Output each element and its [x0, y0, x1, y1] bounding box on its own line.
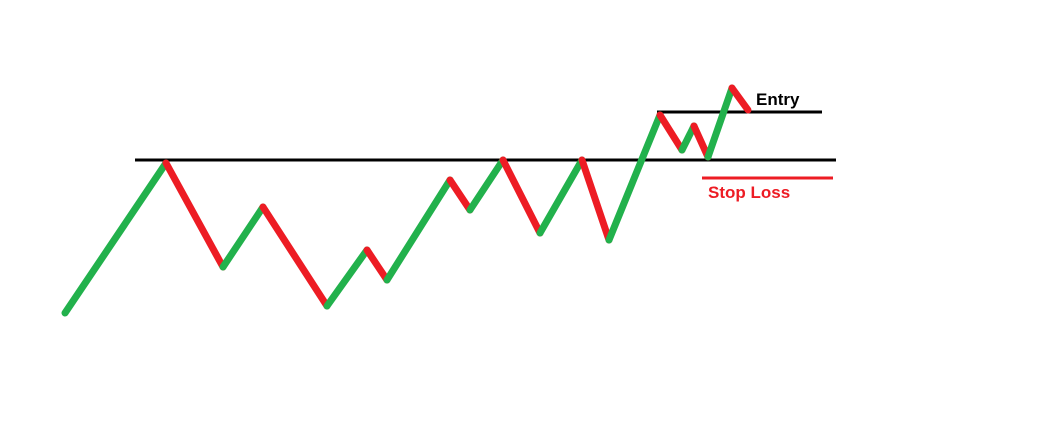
price-leg-down [690, 122, 712, 161]
price-leg-down [578, 156, 613, 244]
price-leg-up [605, 111, 664, 244]
price-leg-down [728, 84, 752, 114]
price-leg-down [363, 246, 391, 284]
price-leg-up [536, 156, 586, 237]
entry-label: Entry [756, 90, 800, 109]
stop-loss-label: Stop Loss [708, 183, 790, 202]
price-leg-up [704, 84, 736, 161]
price-leg-up [466, 156, 507, 214]
price-leg-up [61, 159, 170, 317]
price-leg-down [499, 156, 544, 237]
price-leg-down [446, 176, 474, 214]
price-leg-down [656, 111, 686, 154]
price-leg-down [162, 159, 227, 271]
price-leg-up [383, 176, 454, 284]
price-path [61, 84, 752, 317]
price-leg-up [219, 203, 267, 271]
price-leg-down [259, 203, 331, 310]
price-leg-up [323, 246, 371, 310]
